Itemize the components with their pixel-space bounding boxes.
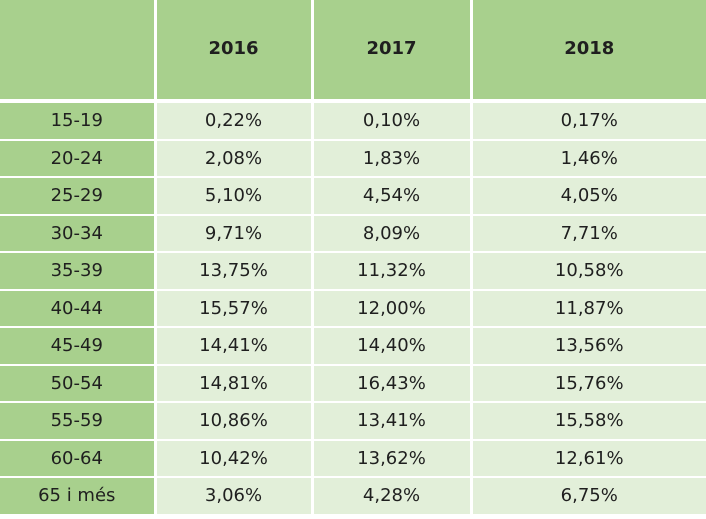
header-row: 2016 2017 2018 (0, 0, 706, 103)
header-year-2016: 2016 (155, 0, 314, 103)
table-cell-value: 13,41% (312, 402, 473, 441)
row-label-age-group: 15-19 (0, 101, 157, 141)
table-cell-value: 7,71% (471, 214, 706, 253)
table-cell-value: 13,62% (312, 439, 473, 478)
table-row: 20-24 2,08% 1,83% 1,46% (0, 139, 706, 178)
table-cell-value: 5,10% (155, 177, 314, 216)
row-label-age-group: 40-44 (0, 289, 157, 328)
table-cell-value: 11,87% (471, 289, 706, 328)
table-cell-value: 15,58% (471, 402, 706, 441)
table-cell-value: 8,09% (312, 214, 473, 253)
table-cell-value: 10,86% (155, 402, 314, 441)
row-label-age-group: 35-39 (0, 252, 157, 291)
table-cell-value: 0,22% (155, 101, 314, 141)
header-year-2017: 2017 (312, 0, 473, 103)
table-cell-value: 14,40% (312, 327, 473, 366)
row-label-age-group: 65 i més (0, 477, 157, 516)
table-body: 15-19 0,22% 0,10% 0,17% 20-24 2,08% 1,83% 1,46%… (0, 101, 706, 516)
table-cell-value: 1,83% (312, 139, 473, 178)
table-row: 60-64 10,42% 13,62% 12,61% (0, 439, 706, 478)
table-cell-value: 13,75% (155, 252, 314, 291)
table-cell-value: 4,54% (312, 177, 473, 216)
table-cell-value: 15,57% (155, 289, 314, 328)
row-label-age-group: 60-64 (0, 439, 157, 478)
row-label-age-group: 25-29 (0, 177, 157, 216)
table-cell-value: 9,71% (155, 214, 314, 253)
table-cell-value: 4,28% (312, 477, 473, 516)
row-label-age-group: 55-59 (0, 402, 157, 441)
table-cell-value: 11,32% (312, 252, 473, 291)
table-cell-value: 12,00% (312, 289, 473, 328)
table-cell-value: 3,06% (155, 477, 314, 516)
table-cell-value: 0,10% (312, 101, 473, 141)
header-year-2018: 2018 (471, 0, 706, 103)
table-cell-value: 6,75% (471, 477, 706, 516)
table-row: 55-59 10,86% 13,41% 15,58% (0, 402, 706, 441)
table-cell-value: 14,81% (155, 364, 314, 403)
table-row: 50-54 14,81% 16,43% 15,76% (0, 364, 706, 403)
table-cell-value: 0,17% (471, 101, 706, 141)
table-row: 30-34 9,71% 8,09% 7,71% (0, 214, 706, 253)
row-label-age-group: 45-49 (0, 327, 157, 366)
table-cell-value: 15,76% (471, 364, 706, 403)
table-header: 2016 2017 2018 (0, 0, 706, 103)
table-cell-value: 16,43% (312, 364, 473, 403)
table-row: 45-49 14,41% 14,40% 13,56% (0, 327, 706, 366)
table-row: 65 i més 3,06% 4,28% 6,75% (0, 477, 706, 516)
table-cell-value: 14,41% (155, 327, 314, 366)
table-cell-value: 1,46% (471, 139, 706, 178)
table-row: 40-44 15,57% 12,00% 11,87% (0, 289, 706, 328)
table-row: 15-19 0,22% 0,10% 0,17% (0, 101, 706, 141)
table-cell-value: 4,05% (471, 177, 706, 216)
table-cell-value: 2,08% (155, 139, 314, 178)
row-label-age-group: 20-24 (0, 139, 157, 178)
table-cell-value: 10,42% (155, 439, 314, 478)
header-corner-cell (0, 0, 157, 103)
table-cell-value: 12,61% (471, 439, 706, 478)
table-row: 25-29 5,10% 4,54% 4,05% (0, 177, 706, 216)
row-label-age-group: 30-34 (0, 214, 157, 253)
row-label-age-group: 50-54 (0, 364, 157, 403)
table-row: 35-39 13,75% 11,32% 10,58% (0, 252, 706, 291)
table-cell-value: 13,56% (471, 327, 706, 366)
table-cell-value: 10,58% (471, 252, 706, 291)
